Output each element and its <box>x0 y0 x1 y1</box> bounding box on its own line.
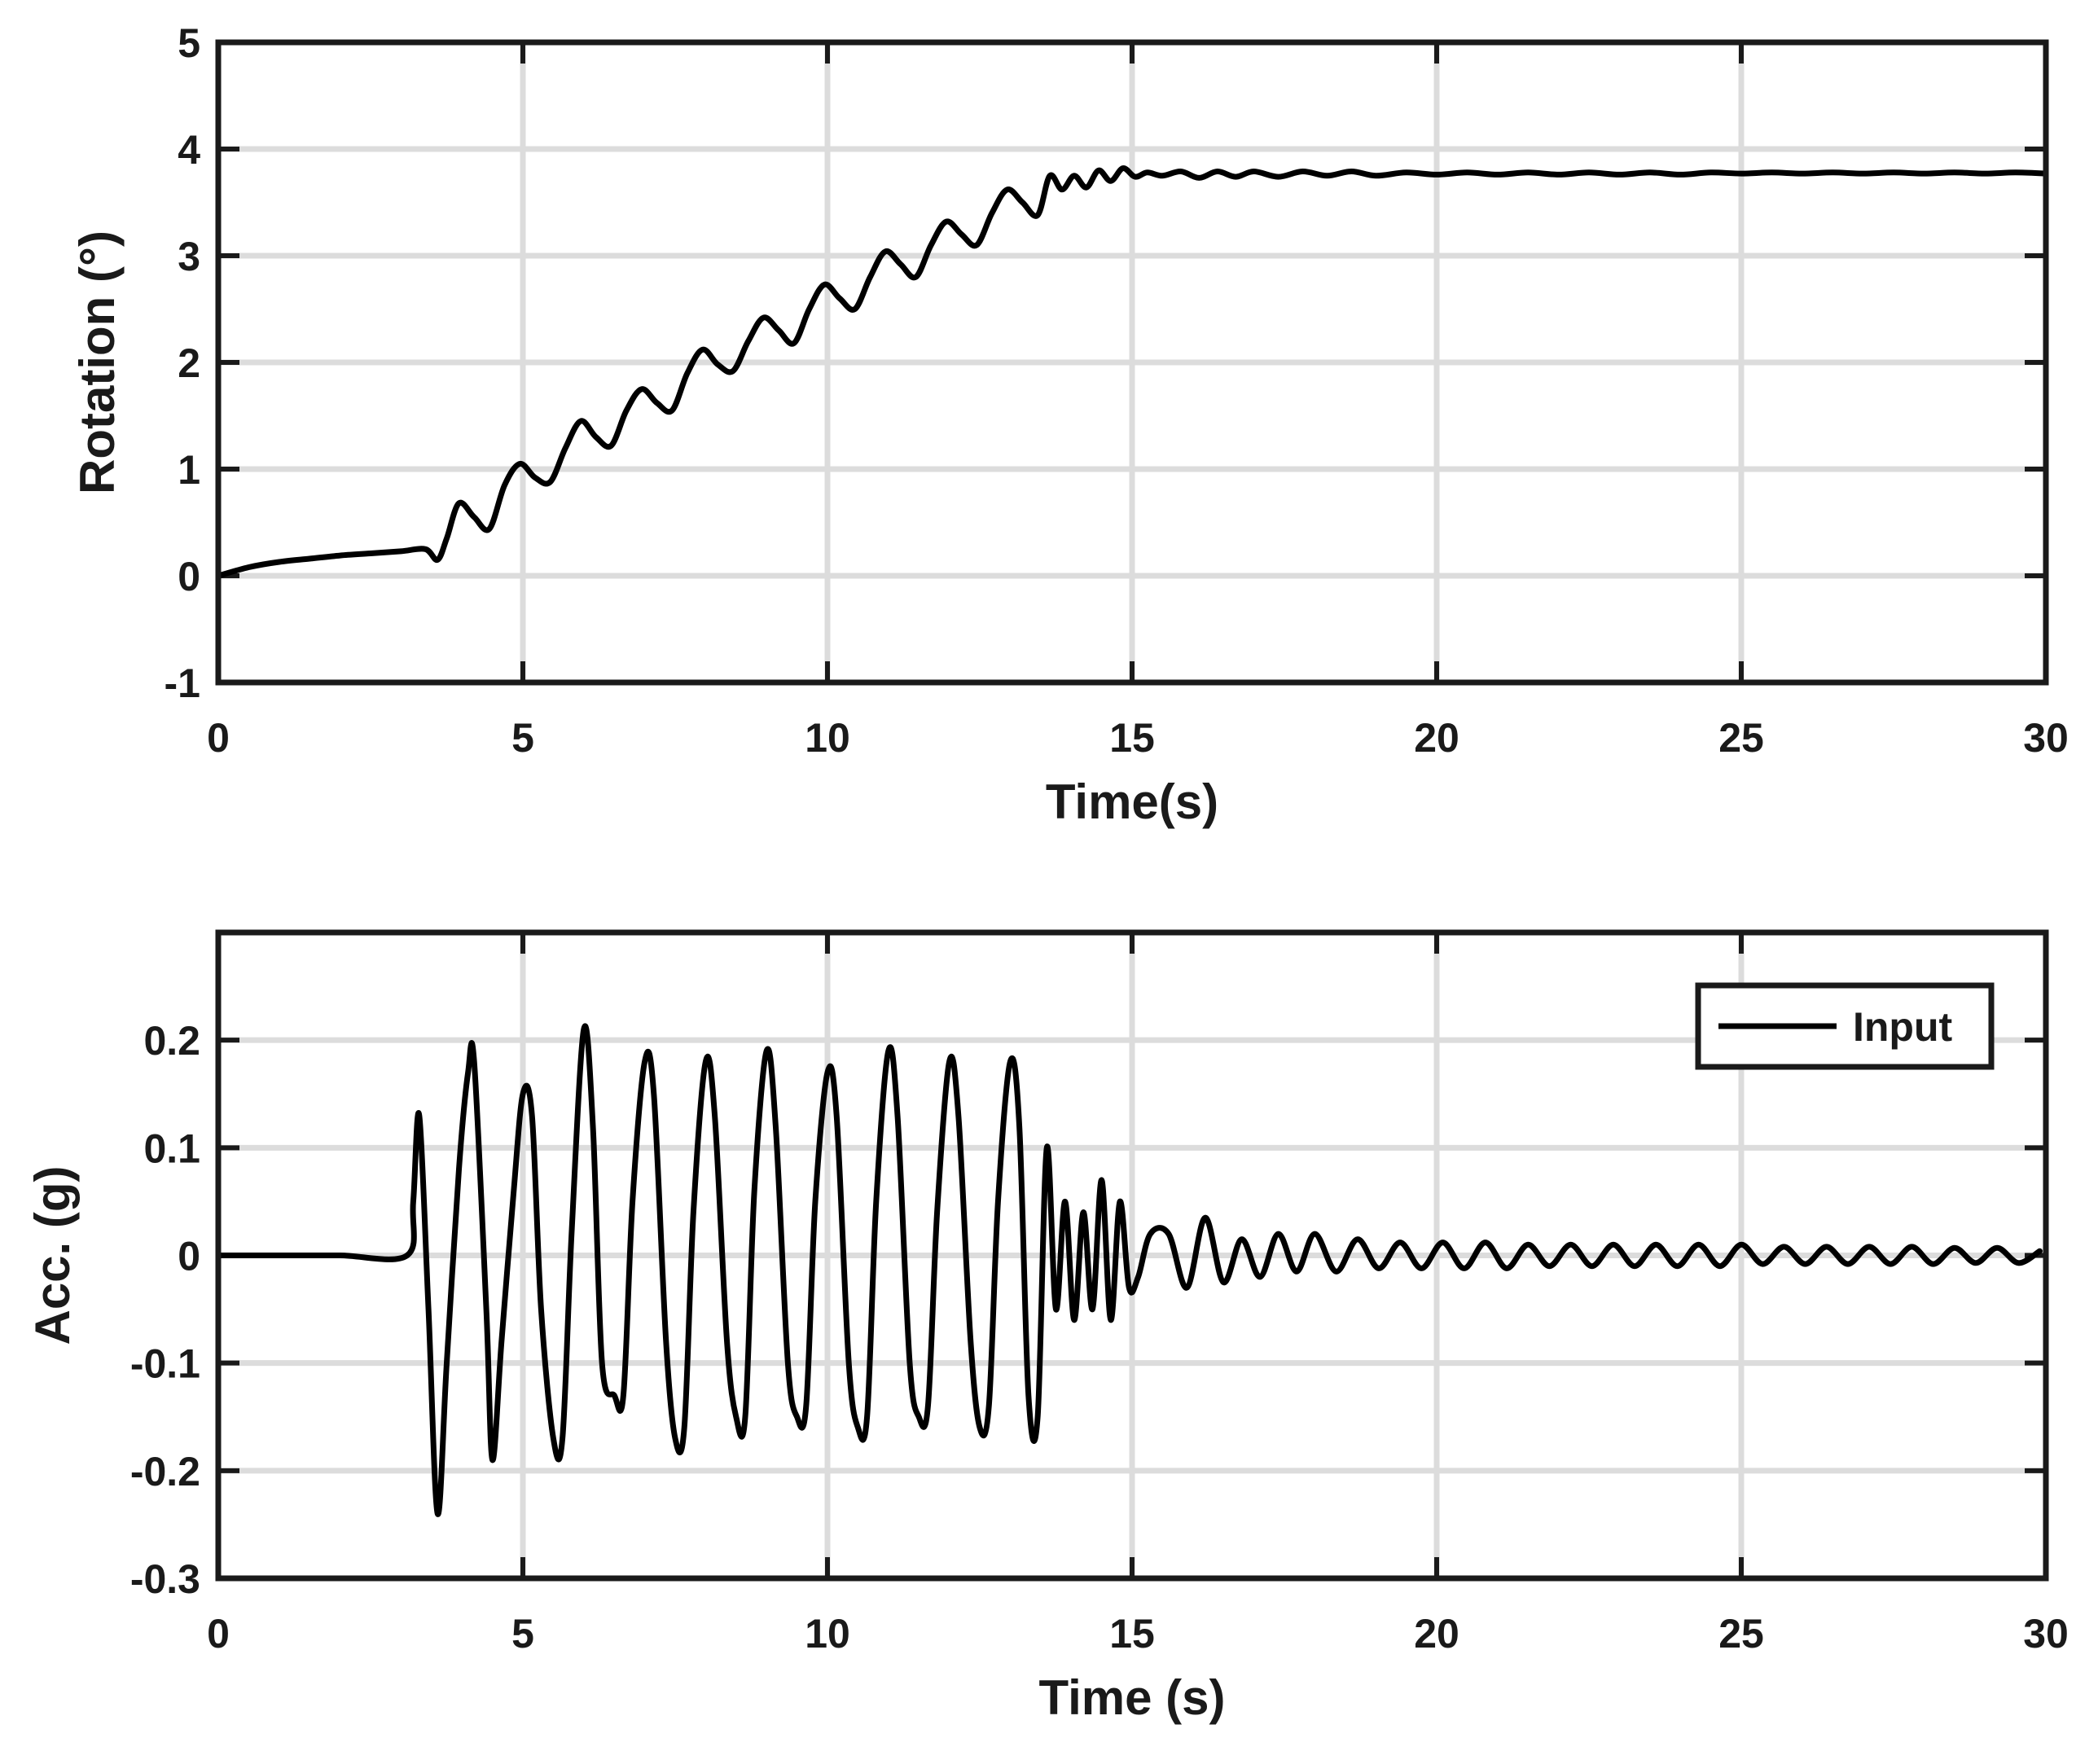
acceleration-y-tick-label-0: -0.3 <box>130 1556 200 1602</box>
rotation-x-tick-label-3: 15 <box>1109 715 1155 761</box>
rotation-x-tick-label-5: 25 <box>1718 715 1764 761</box>
rotation-x-tick-label-0: 0 <box>207 715 230 761</box>
rotation-x-tick-label-4: 20 <box>1414 715 1459 761</box>
acceleration-x-tick-label-2: 10 <box>805 1611 850 1656</box>
rotation-y-tick-labels: -1 0 1 2 3 4 5 <box>165 20 201 706</box>
rotation-y-axis-label: Rotation (°) <box>70 230 125 494</box>
rotation-y-tick-label-6: 5 <box>178 20 200 66</box>
acceleration-plot-frame <box>215 929 2049 1582</box>
rotation-y-tick-label-0: -1 <box>165 660 200 706</box>
rotation-x-tick-label-1: 5 <box>511 715 534 761</box>
acceleration-y-tick-label-3: 0 <box>178 1234 200 1279</box>
rotation-grid <box>218 42 2046 682</box>
acceleration-x-axis-label: Time (s) <box>1039 1670 1226 1725</box>
rotation-y-tick-label-1: 0 <box>178 554 200 599</box>
acceleration-legend: Input <box>1695 982 1995 1070</box>
acceleration-y-tick-label-1: -0.2 <box>130 1449 200 1494</box>
rotation-y-tick-label-2: 1 <box>178 447 200 493</box>
legend-label-input: Input <box>1853 1004 1953 1050</box>
acceleration-chart: 0 5 10 15 20 25 30 -0.3 -0.2 -0.1 0 0.1 0.2 Time (s… <box>25 929 2069 1725</box>
acceleration-x-tick-labels: 0 5 10 15 20 25 30 <box>207 1611 2069 1656</box>
rotation-x-tick-label-6: 30 <box>2023 715 2069 761</box>
rotation-x-axis-label: Time(s) <box>1046 774 1218 829</box>
acceleration-x-tick-label-6: 30 <box>2023 1611 2069 1656</box>
acceleration-x-tick-label-5: 25 <box>1718 1611 1764 1656</box>
rotation-y-tick-label-5: 4 <box>178 127 200 173</box>
acceleration-x-tick-label-0: 0 <box>207 1611 230 1656</box>
acceleration-y-tick-label-5: 0.2 <box>143 1018 200 1064</box>
rotation-plot-frame <box>215 39 2049 686</box>
rotation-y-tick-label-4: 3 <box>178 234 200 279</box>
acceleration-x-tick-label-1: 5 <box>511 1611 534 1656</box>
acceleration-y-tick-labels: -0.3 -0.2 -0.1 0 0.1 0.2 <box>130 1018 200 1602</box>
acceleration-series-line <box>215 1023 2043 1517</box>
acceleration-x-tick-label-4: 20 <box>1414 1611 1459 1656</box>
acceleration-y-tick-label-4: 0.1 <box>143 1126 200 1171</box>
rotation-series-line <box>215 165 2049 579</box>
rotation-x-tick-label-2: 10 <box>805 715 850 761</box>
rotation-x-tick-labels: 0 5 10 15 20 25 30 <box>207 715 2069 761</box>
acceleration-y-tick-label-2: -0.1 <box>130 1341 200 1387</box>
rotation-y-tick-label-3: 2 <box>178 340 200 386</box>
acceleration-y-axis-label: Acc. (g) <box>25 1165 80 1345</box>
acceleration-x-tick-label-3: 15 <box>1109 1611 1155 1656</box>
